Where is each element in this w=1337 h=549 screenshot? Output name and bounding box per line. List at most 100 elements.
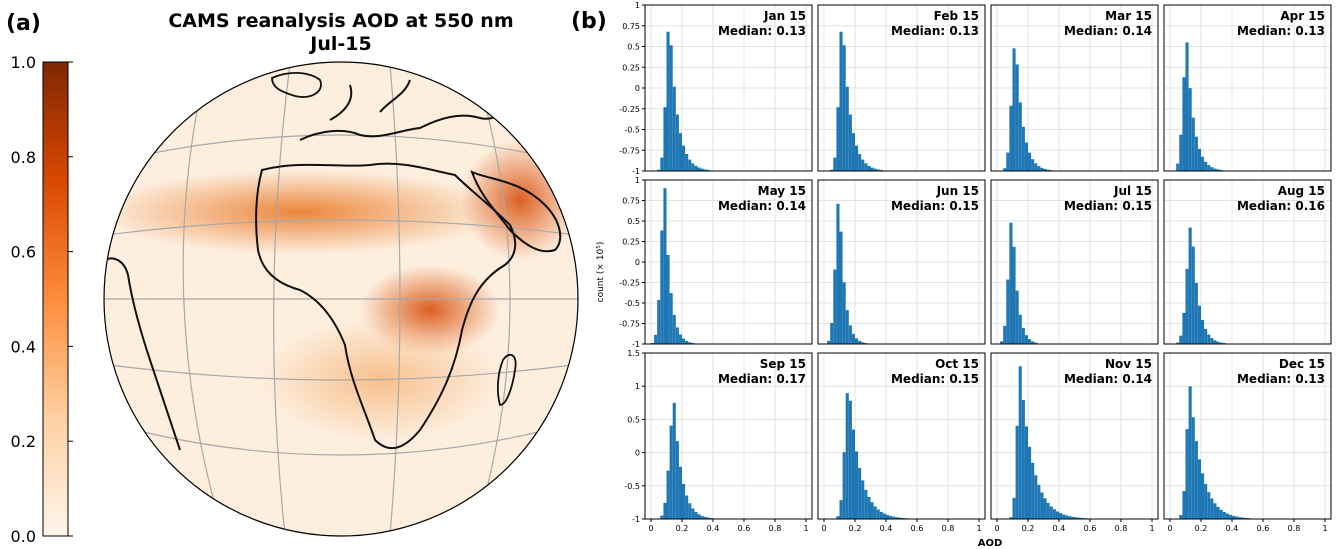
histogram-bar	[1043, 168, 1047, 171]
histogram-bar	[682, 338, 686, 344]
y-tick-label: 1.5	[627, 349, 640, 358]
histogram-bar	[1219, 509, 1223, 519]
histogram-bar	[1219, 169, 1223, 171]
histogram-bar	[1228, 514, 1232, 519]
histogram-bar	[1194, 441, 1198, 519]
histogram-month-label: Jul 15	[1113, 184, 1152, 198]
histogram-month-label: Jan 15	[763, 9, 806, 23]
x-tick-label: 0.6	[911, 524, 924, 533]
histogram-bar	[1031, 341, 1035, 344]
y-tick-label: -0.5	[624, 299, 640, 308]
histogram-bar	[1021, 327, 1025, 344]
histogram-bar	[873, 168, 877, 171]
histogram-bar	[1185, 268, 1189, 344]
histogram-month-label: Mar 15	[1105, 9, 1152, 23]
histogram-bar	[697, 167, 701, 171]
histogram-bar	[1028, 152, 1032, 171]
x-tick-label: 0.2	[1022, 524, 1035, 533]
histogram-frame	[1163, 179, 1332, 345]
histogram-bar	[1182, 77, 1186, 171]
histogram-bar	[1182, 491, 1186, 519]
histogram-month-label: Aug 15	[1278, 184, 1325, 198]
histogram-bar	[663, 188, 667, 344]
histogram-bar	[1188, 88, 1192, 171]
histogram-bar	[678, 466, 682, 519]
histogram-bar	[1216, 341, 1220, 344]
histogram-bar	[861, 480, 865, 519]
histogram-bar	[845, 310, 849, 344]
x-tick-label: 0.4	[1226, 524, 1239, 533]
histogram-bar	[1216, 506, 1220, 519]
histogram-bar	[1018, 314, 1022, 344]
histogram-bar	[1037, 484, 1041, 519]
histogram-month-label: Feb 15	[934, 9, 979, 23]
histogram-bar	[879, 169, 883, 171]
x-tick-label: 0.4	[1053, 524, 1066, 533]
histogram-bar	[1219, 342, 1223, 344]
x-tick-label: 0	[1167, 524, 1172, 533]
y-tick-label: 1	[635, 1, 640, 10]
y-tick-label: -0.5	[624, 126, 640, 135]
histogram-month-label: Nov 15	[1105, 357, 1152, 371]
x-tick-label: 1	[1322, 524, 1327, 533]
histogram-bar	[1201, 319, 1205, 344]
histogram-bar	[1222, 511, 1226, 519]
histogram-bar	[1197, 148, 1201, 171]
histogram-bar	[842, 45, 846, 172]
histogram-bar	[1046, 169, 1050, 171]
histogram-bar	[1210, 338, 1214, 344]
histogram-bar	[1204, 161, 1208, 171]
histogram-median-label: Median: 0.14	[1064, 24, 1152, 38]
histogram-bar	[703, 516, 707, 519]
y-tick-label: 0.5	[627, 43, 640, 52]
panel-b-label: (b)	[571, 9, 607, 34]
histogram-bar	[694, 511, 698, 519]
colorbar-tick-label: 0.2	[11, 432, 36, 451]
x-tick-label: 0.2	[849, 524, 862, 533]
histogram-bar	[675, 114, 679, 171]
x-tick-label: 1	[1149, 524, 1154, 533]
histogram-bar	[660, 230, 664, 344]
histogram-bar	[830, 322, 834, 344]
x-tick-label: 0.6	[1084, 524, 1097, 533]
histogram-bar	[682, 145, 686, 171]
histogram-bar	[1012, 48, 1016, 171]
x-tick-label: 0	[994, 524, 999, 533]
histogram-bar	[1179, 335, 1183, 344]
histogram-month-label: Jun 15	[936, 184, 979, 198]
histogram-frame	[817, 179, 986, 345]
histogram-bar	[669, 425, 673, 519]
histogram-bar	[836, 107, 840, 171]
histogram-panel: 1.5 1 0.5 0 -0.5 -1 0 0.2 0.4 0.6 0.8 1 Sep 15Median…	[624, 349, 813, 533]
histogram-bar	[1071, 516, 1075, 519]
histogram-panel: 1 0.75 0.5 0.25 0 -0.25 -0.5 -0.75 -1 May 15Media…	[619, 176, 813, 349]
histogram-bar	[1009, 222, 1013, 344]
histogram-bar	[1037, 166, 1041, 171]
histogram-frame	[817, 4, 986, 172]
histogram-bar	[1210, 167, 1214, 171]
histogram-bar	[1018, 102, 1022, 171]
histogram-bar	[1176, 342, 1180, 344]
histogram-bar	[1197, 305, 1201, 344]
histogram-bar	[654, 334, 658, 344]
histogram-bar	[1185, 429, 1189, 519]
histogram-bar	[1034, 342, 1038, 344]
x-tick-label: 0	[821, 524, 826, 533]
histogram-bar	[657, 169, 661, 171]
y-tick-label: -0.75	[619, 320, 640, 329]
histogram-bar	[1077, 517, 1081, 519]
histogram-median-label: Median: 0.13	[1237, 24, 1325, 38]
histogram-bar	[672, 402, 676, 519]
histogram-frame	[644, 352, 813, 520]
histogram-bar	[685, 340, 689, 344]
histogram-bar	[666, 470, 670, 519]
histogram-median-label: Median: 0.15	[891, 199, 979, 213]
histogram-bar	[836, 516, 840, 519]
y-tick-label: 0	[635, 84, 640, 93]
histogram-bar	[1000, 341, 1004, 344]
histogram-bar	[697, 514, 701, 519]
histogram-month-label: Dec 15	[1279, 357, 1325, 371]
histogram-bar	[1028, 446, 1032, 519]
